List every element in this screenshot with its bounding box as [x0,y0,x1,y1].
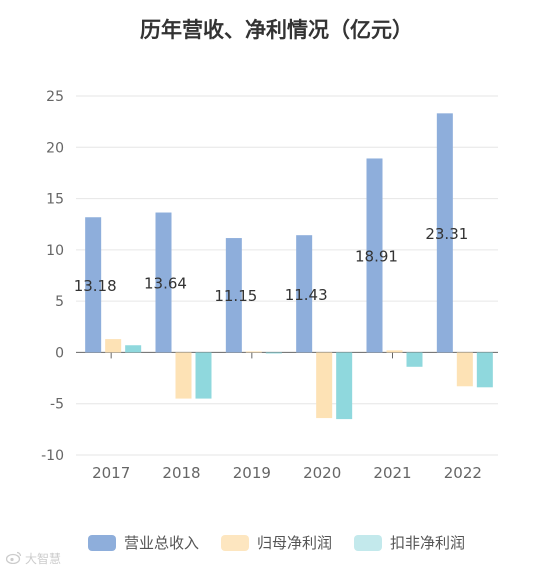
data-label: 11.43 [285,286,328,304]
legend-item-deducted-profit[interactable]: 扣非净利润 [354,532,465,553]
data-label: 11.15 [214,287,257,305]
y-tick-label: 25 [46,89,64,105]
bar [175,352,192,399]
legend-swatch-deducted-profit [354,534,382,551]
legend-swatch-revenue [87,534,116,551]
bar [316,352,333,419]
bars [85,113,493,420]
bar [265,352,282,354]
legend-label-net-profit: 归母净利润 [256,534,332,552]
legend: 营业总收入 归母净利润 扣非净利润 [0,532,553,553]
x-tick-label: 2022 [444,464,482,482]
watermark: 大智慧 [5,550,62,567]
weibo-icon [5,551,22,567]
data-label: 18.91 [355,247,398,265]
bar [105,339,122,353]
legend-item-revenue[interactable]: 营业总收入 [87,532,199,553]
data-label: 13.18 [74,277,117,295]
y-tick-label: 15 [46,192,64,208]
grid-lines [76,95,498,456]
bar [336,352,353,420]
watermark-text: 大智慧 [25,552,62,566]
bar [386,350,403,353]
bar [366,158,383,353]
bar [225,238,242,353]
bar [195,352,212,399]
bar [155,212,172,353]
x-tick-label: 2017 [92,464,130,482]
bar [85,217,102,353]
x-tick-label: 2019 [233,464,271,482]
bar [125,345,142,353]
bar [436,113,453,353]
bar [296,235,313,353]
y-tick-label: 5 [55,294,64,310]
x-tick-label: 2018 [162,464,200,482]
bar [476,352,493,388]
bar [406,352,423,367]
y-tick-label: 10 [46,243,64,259]
x-tick-label: 2021 [373,464,411,482]
legend-label-revenue: 营业总收入 [123,534,199,552]
legend-label-deducted-profit: 扣非净利润 [390,534,466,552]
labels: 25 20 15 10 5 0 -5 -10 2017 13.18 2018 13.64 2019 11.… [41,89,482,482]
bar [245,351,262,353]
data-label: 23.31 [425,225,468,243]
chart-title: 历年营收、净利情况（亿元） [140,18,413,42]
y-tick-label: -10 [41,448,64,464]
bar [456,352,473,387]
data-label: 13.64 [144,274,187,292]
legend-item-net-profit[interactable]: 归母净利润 [220,532,332,553]
y-tick-label: -5 [50,397,64,413]
x-tick-label: 2020 [303,464,341,482]
y-tick-label: 20 [46,140,64,156]
legend-swatch-net-profit [220,534,249,551]
y-tick-label: 0 [55,345,64,361]
